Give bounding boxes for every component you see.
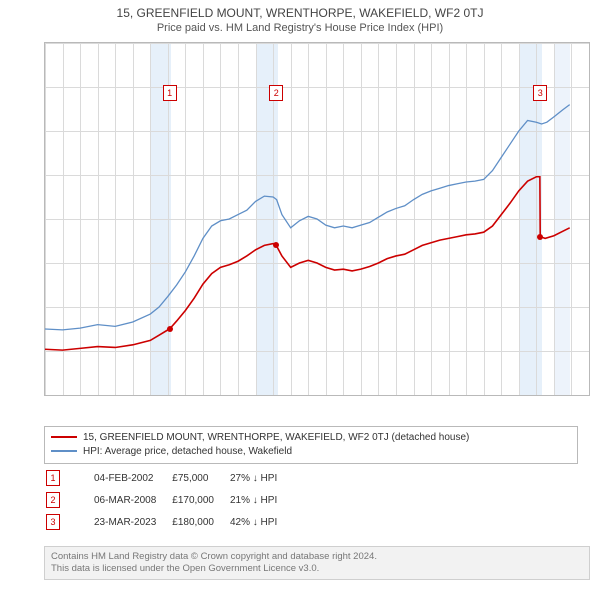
series-hpi — [45, 105, 570, 330]
x-tick-label: 2003 — [178, 395, 193, 396]
attribution-line-2: This data is licensed under the Open Gov… — [51, 563, 583, 575]
legend: 15, GREENFIELD MOUNT, WRENTHORPE, WAKEFI… — [44, 426, 578, 464]
event-number-box: 3 — [46, 514, 60, 530]
event-row: 1 04-FEB-2002£75,00027% ↓ HPI — [46, 468, 291, 488]
x-tick-label: 2023 — [529, 395, 544, 396]
sale-point — [167, 326, 173, 332]
x-tick-label: 2013 — [353, 395, 368, 396]
x-tick-label: 1997 — [73, 395, 88, 396]
event-row: 2 06-MAR-2008£170,00021% ↓ HPI — [46, 490, 291, 510]
attribution-box: Contains HM Land Registry data © Crown c… — [44, 546, 590, 580]
x-tick-label: 2009 — [283, 395, 298, 396]
sale-point — [537, 234, 543, 240]
x-tick-label: 2020 — [476, 395, 491, 396]
chart-subtitle: Price paid vs. HM Land Registry's House … — [0, 20, 600, 38]
event-marker: 3 — [533, 85, 547, 101]
events-table: 1 04-FEB-2002£75,00027% ↓ HPI 2 06-MAR-2008… — [44, 466, 293, 534]
x-tick-label: 2006 — [231, 395, 246, 396]
x-tick-label: 2005 — [213, 395, 228, 396]
event-price: £180,000 — [172, 512, 228, 532]
x-tick-label: 2004 — [195, 395, 210, 396]
x-tick-label: 2021 — [494, 395, 509, 396]
chart-lines — [45, 43, 589, 395]
x-tick-label: 2011 — [318, 395, 333, 396]
chart-title: 15, GREENFIELD MOUNT, WRENTHORPE, WAKEFI… — [0, 0, 600, 20]
x-tick-label: 2000 — [125, 395, 140, 396]
plot-area: £0£50K£100K£150K£200K£250K£300K£350K£400… — [44, 42, 590, 396]
x-tick-label: 2014 — [371, 395, 386, 396]
x-tick-label: 2019 — [459, 395, 474, 396]
event-date: 06-MAR-2008 — [94, 490, 170, 510]
x-tick-label: 2007 — [248, 395, 263, 396]
x-tick-label: 2010 — [301, 395, 316, 396]
event-number-box: 1 — [46, 470, 60, 486]
x-tick-label: 2024 — [546, 395, 561, 396]
event-row: 3 23-MAR-2023£180,00042% ↓ HPI — [46, 512, 291, 532]
x-tick-label: 2025 — [564, 395, 579, 396]
event-marker: 2 — [269, 85, 283, 101]
x-tick-label: 2017 — [424, 395, 439, 396]
x-tick-label: 2018 — [441, 395, 456, 396]
x-tick-label: 2001 — [143, 395, 158, 396]
sale-point — [273, 242, 279, 248]
legend-item: HPI: Average price, detached house, Wake… — [51, 445, 571, 459]
x-tick-label: 1995 — [44, 395, 53, 396]
event-number-box: 2 — [46, 492, 60, 508]
x-tick-label: 2015 — [388, 395, 403, 396]
legend-swatch — [51, 436, 77, 438]
event-date: 04-FEB-2002 — [94, 468, 170, 488]
x-tick-label: 2012 — [336, 395, 351, 396]
x-tick-label: 2002 — [160, 395, 175, 396]
x-tick-label: 2008 — [266, 395, 281, 396]
x-tick-label: 1998 — [90, 395, 105, 396]
x-tick-label: 2016 — [406, 395, 421, 396]
event-delta: 27% ↓ HPI — [230, 468, 291, 488]
event-marker: 1 — [163, 85, 177, 101]
x-tick-label: 2026 — [582, 395, 591, 396]
legend-label: HPI: Average price, detached house, Wake… — [83, 446, 292, 457]
event-price: £75,000 — [172, 468, 228, 488]
x-tick-label: 1996 — [55, 395, 70, 396]
x-tick-label: 2022 — [511, 395, 526, 396]
attribution-line-1: Contains HM Land Registry data © Crown c… — [51, 551, 583, 563]
legend-swatch — [51, 450, 77, 452]
event-delta: 42% ↓ HPI — [230, 512, 291, 532]
legend-label: 15, GREENFIELD MOUNT, WRENTHORPE, WAKEFI… — [83, 432, 469, 443]
event-date: 23-MAR-2023 — [94, 512, 170, 532]
event-delta: 21% ↓ HPI — [230, 490, 291, 510]
event-price: £170,000 — [172, 490, 228, 510]
legend-item: 15, GREENFIELD MOUNT, WRENTHORPE, WAKEFI… — [51, 431, 571, 445]
x-tick-label: 1999 — [108, 395, 123, 396]
